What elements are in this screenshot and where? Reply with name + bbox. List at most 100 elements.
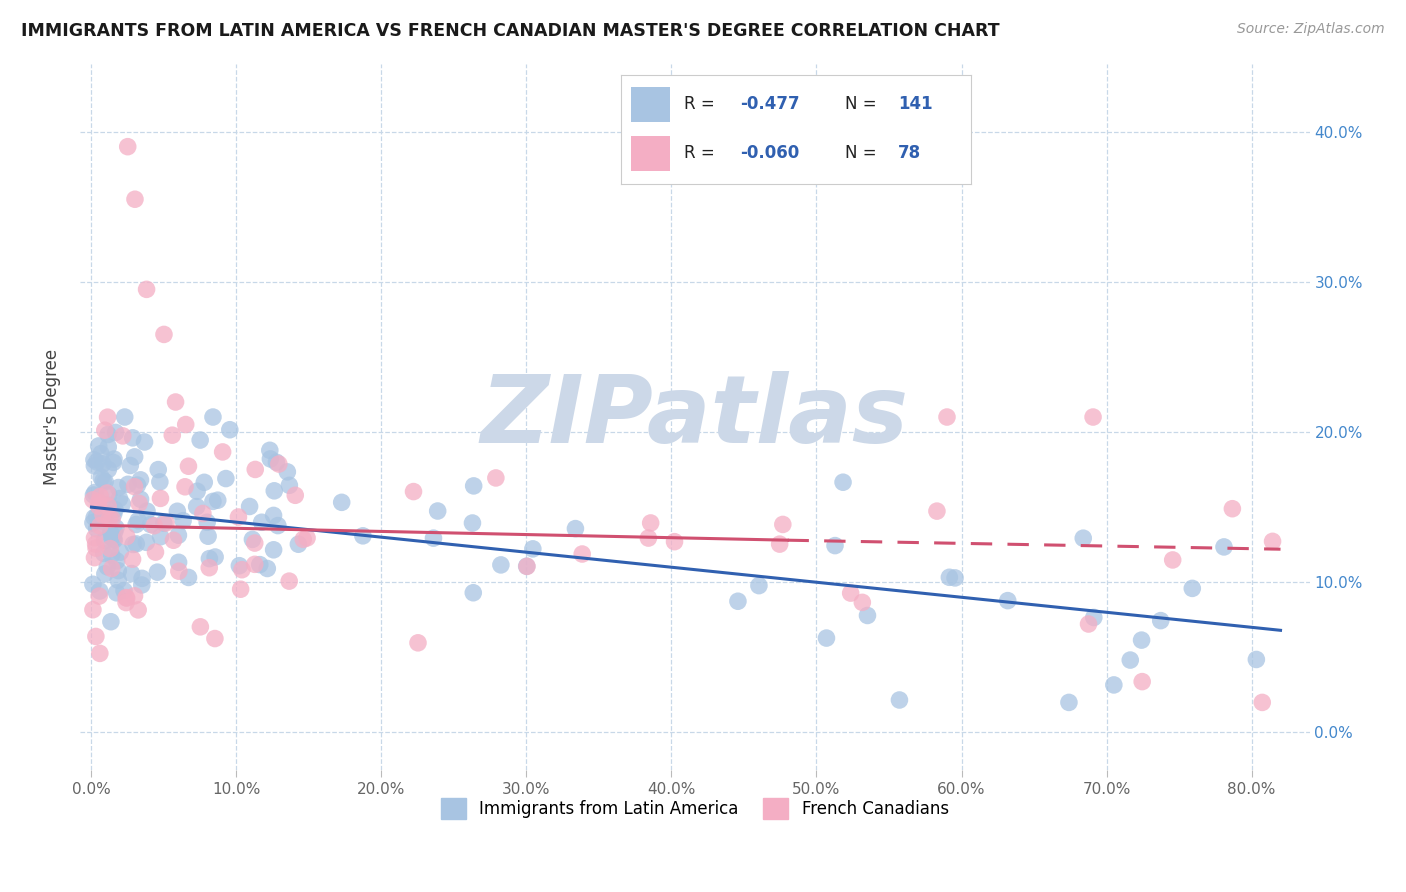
Point — [103, 455, 125, 469]
Point — [769, 537, 792, 551]
Point — [117, 139, 139, 153]
Point — [330, 495, 353, 509]
Point — [352, 529, 374, 543]
Point — [127, 514, 149, 528]
Point — [93, 546, 115, 560]
Point — [146, 565, 169, 579]
Point — [155, 516, 177, 530]
Point — [124, 480, 146, 494]
Point — [166, 504, 188, 518]
Point — [851, 595, 873, 609]
Point — [87, 499, 110, 513]
Point — [259, 451, 281, 466]
Point — [936, 410, 959, 425]
Point — [89, 647, 111, 661]
Point — [727, 594, 749, 608]
Point — [167, 528, 190, 542]
Point — [485, 471, 508, 485]
Point — [82, 516, 104, 530]
Point — [186, 484, 208, 499]
Point — [134, 435, 156, 450]
Point — [84, 630, 107, 644]
Point — [198, 551, 221, 566]
Point — [1130, 674, 1153, 689]
Point — [129, 492, 152, 507]
Point — [127, 478, 149, 492]
Point — [516, 559, 538, 574]
Point — [112, 583, 135, 598]
Point — [815, 631, 838, 645]
Point — [115, 530, 138, 544]
Point — [97, 440, 120, 454]
Point — [104, 521, 127, 535]
Point — [267, 518, 290, 533]
Point — [84, 541, 107, 555]
Point — [463, 586, 485, 600]
Point — [402, 484, 425, 499]
Point — [125, 537, 148, 551]
Point — [243, 536, 266, 550]
Point — [229, 582, 252, 597]
Point — [938, 570, 960, 584]
Point — [105, 554, 128, 568]
Point — [129, 473, 152, 487]
Text: IMMIGRANTS FROM LATIN AMERICA VS FRENCH CANADIAN MASTER'S DEGREE CORRELATION CHA: IMMIGRANTS FROM LATIN AMERICA VS FRENCH … — [21, 22, 1000, 40]
Point — [107, 564, 129, 578]
Point — [664, 534, 686, 549]
Point — [104, 524, 127, 539]
Point — [149, 530, 172, 544]
Point — [422, 531, 444, 545]
Point — [174, 417, 197, 432]
Point — [165, 395, 187, 409]
Point — [162, 428, 184, 442]
Point — [103, 533, 125, 547]
Point — [162, 533, 184, 548]
Point — [125, 517, 148, 532]
Point — [516, 559, 538, 574]
Point — [489, 558, 512, 572]
Point — [276, 465, 298, 479]
Point — [1057, 695, 1080, 709]
Point — [100, 615, 122, 629]
Point — [89, 584, 111, 599]
Point — [108, 491, 131, 506]
Point — [127, 603, 149, 617]
Point — [103, 452, 125, 467]
Point — [239, 500, 262, 514]
Point — [94, 566, 117, 581]
Point — [637, 531, 659, 545]
Point — [243, 558, 266, 572]
Point — [103, 532, 125, 546]
Point — [110, 545, 132, 559]
Point — [190, 620, 212, 634]
Point — [96, 507, 118, 521]
Point — [111, 429, 134, 443]
Point — [259, 443, 281, 458]
Y-axis label: Master's Degree: Master's Degree — [44, 349, 60, 485]
Point — [188, 433, 211, 447]
Point — [120, 458, 142, 473]
Point — [201, 494, 224, 508]
Point — [571, 547, 593, 561]
Point — [131, 571, 153, 585]
Point — [267, 457, 290, 471]
Point — [1181, 582, 1204, 596]
Point — [207, 493, 229, 508]
Point — [256, 561, 278, 575]
Point — [98, 541, 121, 556]
Point — [292, 533, 315, 547]
Point — [1150, 614, 1173, 628]
Point — [174, 480, 197, 494]
Point — [167, 564, 190, 578]
Point — [122, 537, 145, 551]
Point — [121, 431, 143, 445]
Point — [287, 537, 309, 551]
Point — [201, 410, 224, 425]
Point — [135, 282, 157, 296]
Point — [149, 475, 172, 489]
Point — [115, 591, 138, 605]
Point — [463, 479, 485, 493]
Point — [86, 509, 108, 524]
Point — [1222, 501, 1244, 516]
Point — [105, 586, 128, 600]
